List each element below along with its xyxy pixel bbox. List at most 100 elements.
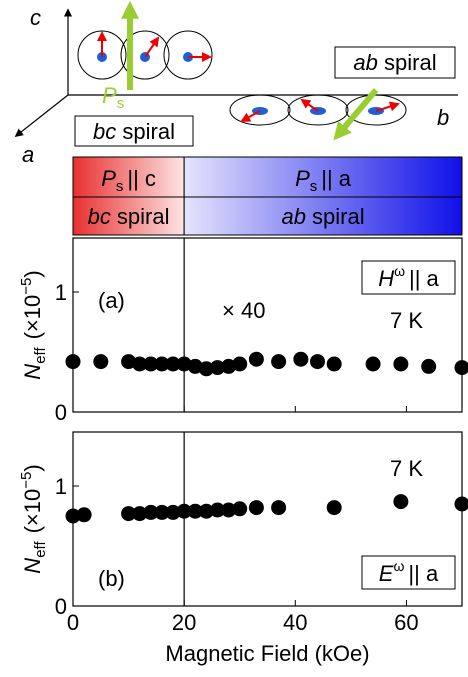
axis-label: c	[30, 5, 41, 30]
data-point	[271, 500, 287, 516]
data-point	[165, 504, 181, 520]
annotation: × 40	[222, 298, 265, 323]
exponent: −5	[18, 278, 35, 295]
symbol: H	[378, 266, 394, 291]
y-tick-label: 0	[55, 594, 67, 619]
data-point	[209, 502, 225, 518]
ab-spins	[229, 94, 407, 126]
label-box	[334, 46, 456, 79]
data-point	[454, 360, 468, 376]
symbol: N	[20, 364, 45, 380]
data-point	[232, 356, 248, 372]
bc-spins	[77, 30, 213, 80]
data-point	[326, 500, 342, 516]
phase-cell	[72, 196, 185, 236]
data-point	[454, 496, 468, 512]
data-point	[271, 354, 287, 370]
data-point	[132, 356, 148, 372]
spin	[375, 101, 400, 112]
data-point	[365, 356, 381, 372]
data-point	[143, 356, 159, 372]
superscript: ω	[393, 558, 404, 574]
y-axis-label: Neff (×10−5)	[18, 464, 49, 573]
subscript: eff	[32, 347, 49, 364]
axis-label: b	[437, 105, 449, 130]
data-point	[232, 501, 248, 517]
data-point	[198, 361, 214, 377]
field-label: Hω || a	[378, 263, 439, 291]
panel-label: (a)	[98, 288, 125, 313]
schematic: c a b Ps ab spiral bc spiral	[14, 0, 458, 167]
data-point	[310, 354, 326, 370]
temperature-label: 7 K	[390, 308, 423, 333]
y-tick-label: 1	[55, 474, 67, 499]
axis-label: a	[22, 142, 34, 167]
data-point	[132, 506, 148, 522]
close: )	[20, 464, 45, 471]
unit: (×10	[20, 295, 45, 340]
data-point	[143, 504, 159, 520]
field-box	[361, 555, 456, 590]
word: spiral	[384, 50, 437, 75]
data-point	[248, 351, 264, 367]
field-label: Eω || a	[379, 558, 439, 586]
data-point	[209, 360, 225, 376]
data-point	[393, 356, 409, 372]
data-point	[393, 494, 409, 510]
kind: ab	[353, 50, 377, 75]
relation: || a	[408, 561, 439, 586]
symbol: P	[101, 166, 116, 191]
data-point	[165, 356, 181, 372]
temperature-label: 7 K	[390, 456, 423, 481]
x-tick-label: 60	[394, 610, 418, 635]
spiral-label: ab spiral	[282, 204, 365, 229]
y-tick-label: 1	[55, 280, 67, 305]
panel-label: (b)	[98, 566, 125, 591]
data-point	[76, 507, 92, 523]
word: spiral	[312, 204, 365, 229]
symbol: P	[295, 166, 310, 191]
close: )	[20, 270, 45, 277]
data-point	[65, 354, 81, 370]
polarization-label: Ps	[102, 83, 124, 112]
data-point	[65, 508, 81, 524]
unit: (×10	[20, 489, 45, 534]
data-point	[221, 502, 237, 518]
polarization-label: Ps || a	[295, 166, 352, 195]
data-point	[198, 503, 214, 519]
phase-cell	[183, 196, 463, 236]
subscript: s	[116, 178, 124, 195]
kind: bc	[88, 204, 111, 229]
data-point	[154, 356, 170, 372]
subscript: eff	[32, 541, 49, 558]
label-box	[74, 115, 194, 147]
x-axis-label: Magnetic Field (kOe)	[165, 641, 369, 666]
symbol: N	[20, 558, 45, 574]
data-point	[187, 503, 203, 519]
kind: ab	[282, 204, 306, 229]
relation: || a	[409, 266, 440, 291]
data-point	[176, 503, 192, 519]
polarization-arrow	[333, 88, 379, 141]
data-point	[326, 356, 342, 372]
relation: || a	[321, 166, 352, 191]
data-point	[293, 351, 309, 367]
plot-frame	[72, 237, 463, 413]
superscript: ω	[394, 263, 405, 279]
spin	[300, 98, 319, 112]
spiral-label: bc spiral	[88, 204, 170, 229]
relation: || c	[127, 166, 156, 191]
word: spiral	[117, 204, 170, 229]
kind: bc	[93, 119, 116, 144]
field-box	[361, 260, 456, 295]
x-tick-label: 0	[67, 610, 79, 635]
subscript: s	[117, 95, 125, 112]
data-point	[93, 354, 109, 370]
a-axis	[14, 94, 69, 138]
data-point	[154, 504, 170, 520]
ab-box-label: ab spiral	[353, 50, 436, 75]
data-point	[248, 500, 264, 516]
symbol: P	[102, 83, 117, 108]
